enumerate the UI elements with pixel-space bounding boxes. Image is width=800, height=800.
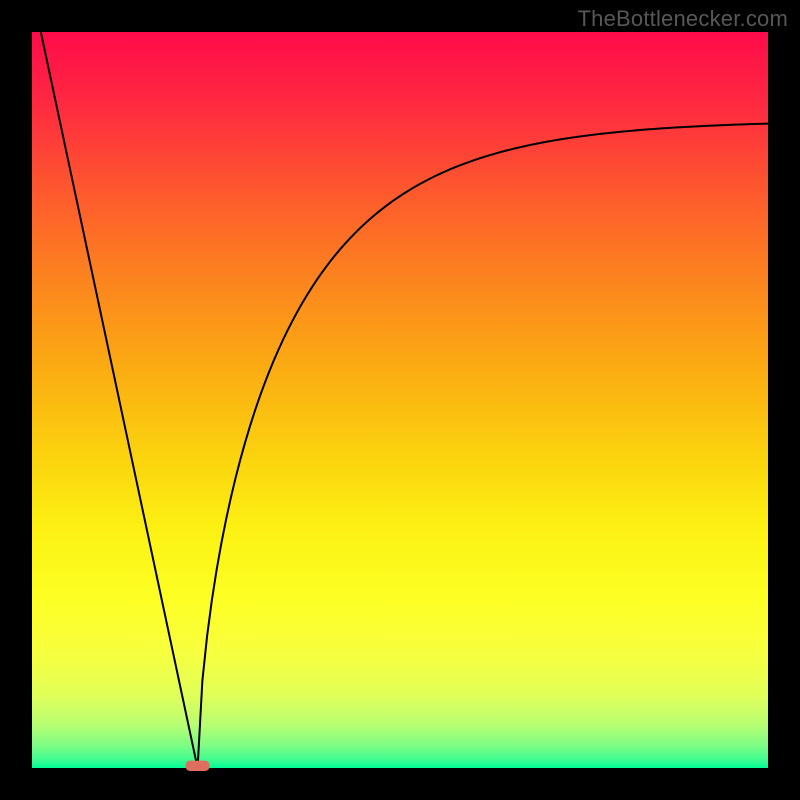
watermark-text: TheBottlenecker.com [578, 6, 788, 32]
plot-background [32, 32, 768, 768]
chart-container: { "watermark": { "text": "TheBottlenecke… [0, 0, 800, 800]
bottleneck-chart [0, 0, 800, 800]
optimal-marker [186, 761, 210, 771]
